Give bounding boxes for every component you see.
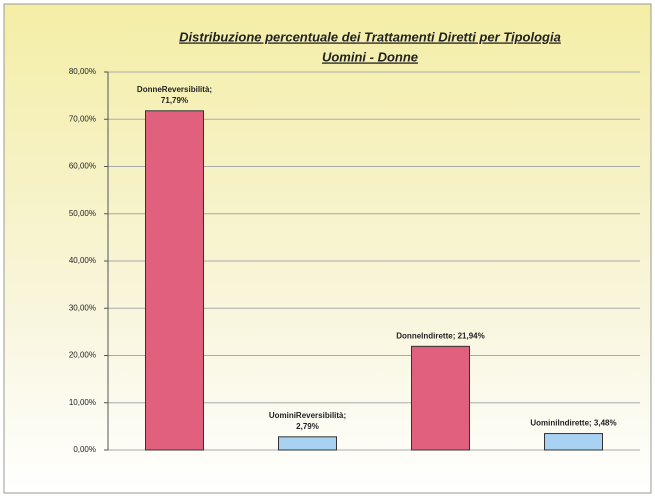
bar [278, 436, 337, 451]
y-tick-label: 60,00% [69, 162, 96, 171]
y-tick-label: 40,00% [69, 256, 96, 265]
chart-title: Distribuzione percentuale dei Trattament… [179, 29, 561, 44]
data-label: 2,79% [296, 422, 319, 431]
y-tick-label: 50,00% [69, 209, 96, 218]
y-tick-label: 30,00% [69, 303, 96, 312]
data-label: DonneReversibilità; [137, 85, 212, 94]
y-tick-label: 0,00% [73, 445, 96, 454]
y-tick-label: 20,00% [69, 351, 96, 360]
data-label: DonneIndirette; 21,94% [396, 331, 484, 340]
y-tick-label: 70,00% [69, 114, 96, 123]
data-label: 71,79% [161, 96, 188, 105]
data-label: UominiReversibilità; [269, 411, 346, 420]
chart-subtitle: Uomini - Donne [322, 49, 418, 64]
chart-background [3, 3, 652, 494]
data-label: UominiIndirette; 3,48% [530, 419, 616, 428]
bar [544, 433, 603, 451]
bar [145, 110, 204, 451]
bar [411, 345, 470, 451]
y-tick-label: 80,00% [69, 67, 96, 76]
y-tick-label: 10,00% [69, 398, 96, 407]
